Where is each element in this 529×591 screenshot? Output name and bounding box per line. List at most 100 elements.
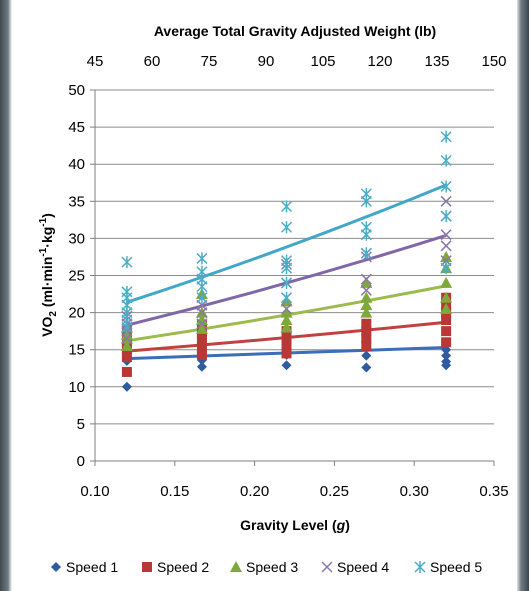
data-point <box>280 303 293 315</box>
data-point <box>121 352 132 363</box>
y-tick-label: 15 <box>68 342 85 359</box>
data-point <box>440 130 452 143</box>
y-tick-label: 0 <box>77 453 85 470</box>
legend: Speed 1 Speed 2 Speed 3 Speed 4 Speed 5 <box>51 559 482 575</box>
data-point <box>281 340 292 351</box>
data-point <box>280 200 293 213</box>
data-point <box>195 322 208 334</box>
y-axis-title-rest: (ml·min <box>39 257 55 311</box>
x-tick-label: 0.20 <box>240 483 269 500</box>
y-tick-label: 45 <box>68 119 85 136</box>
data-point <box>196 252 208 265</box>
legend-label: Speed 3 <box>246 559 298 575</box>
data-point <box>196 265 208 278</box>
top-tick-label: 135 <box>424 53 449 70</box>
data-point <box>440 262 452 275</box>
data-point <box>121 256 133 269</box>
data-point <box>361 350 372 361</box>
data-point <box>360 221 372 234</box>
legend-marker <box>414 561 426 573</box>
y-tick-label: 5 <box>77 416 85 433</box>
data-point <box>120 328 133 340</box>
top-tick-label: 150 <box>481 53 506 70</box>
data-point <box>280 321 293 333</box>
y-axis-title-sup2: -1 <box>38 217 49 226</box>
data-point <box>360 247 372 260</box>
data-point <box>280 254 293 267</box>
data-point <box>360 291 373 303</box>
legend-item-speed-1: Speed 1 <box>51 559 118 575</box>
data-point <box>441 337 452 348</box>
data-point <box>440 291 453 303</box>
series-speed-5-points <box>121 130 452 334</box>
data-point <box>196 342 207 353</box>
x-axis-title-close: ) <box>345 517 350 533</box>
y-axis-title-mid: ·kg <box>39 227 55 248</box>
data-point <box>280 314 293 326</box>
data-point <box>440 250 453 262</box>
data-point <box>361 362 372 373</box>
y-tick-label: 25 <box>68 268 85 285</box>
legend-label: Speed 1 <box>66 559 118 575</box>
y-axis-title-sup1: -1 <box>38 247 49 256</box>
data-point <box>440 195 452 207</box>
gridlines <box>95 89 494 425</box>
y-axis-title-end: ) <box>39 213 55 218</box>
trendline <box>126 183 447 304</box>
y-axis-title: VO2 (ml·min-1·kg-1) <box>38 213 59 337</box>
y-axis-title-sub: 2 <box>48 311 59 317</box>
data-point <box>280 291 293 304</box>
data-point <box>360 187 372 200</box>
data-point <box>440 302 453 314</box>
top-tick-label: 120 <box>367 53 392 70</box>
legend-item-speed-3: Speed 3 <box>230 559 298 575</box>
data-point <box>361 333 372 344</box>
y-tick-label: 40 <box>68 156 85 173</box>
data-point <box>195 314 208 326</box>
data-point <box>440 180 452 193</box>
data-point <box>280 306 293 318</box>
top-tick-label: 90 <box>258 53 275 70</box>
data-point <box>196 335 207 346</box>
x-tick-label: 0.30 <box>400 483 429 500</box>
x-axis-title: Gravity Level (g) <box>240 517 350 533</box>
axes <box>90 89 495 466</box>
data-point <box>361 326 372 337</box>
top-tick-label: 45 <box>87 53 104 70</box>
data-point <box>281 348 292 359</box>
legend-label: Speed 2 <box>157 559 209 575</box>
legend-marker <box>51 562 61 572</box>
data-point <box>440 154 452 167</box>
y-tick-label: 20 <box>68 305 85 322</box>
legend-marker <box>230 561 242 572</box>
data-point <box>361 318 372 329</box>
y-tick-label: 50 <box>68 82 85 99</box>
top-axis-title: Average Total Gravity Adjusted Weight (l… <box>154 23 436 39</box>
data-point <box>441 315 452 326</box>
data-point <box>440 276 453 288</box>
data-point <box>360 284 372 296</box>
x-tick-label: 0.25 <box>320 483 349 500</box>
top-tick-label: 105 <box>310 53 335 70</box>
data-point <box>120 339 133 351</box>
legend-label: Speed 4 <box>337 559 389 575</box>
y-tick-label: 35 <box>68 193 85 210</box>
top-tick-label: 75 <box>201 53 218 70</box>
x-axis-title-var: g <box>336 517 346 533</box>
legend-marker <box>142 562 152 572</box>
legend-item-speed-4: Speed 4 <box>321 559 389 575</box>
chart-panel <box>12 0 517 591</box>
data-point <box>196 349 207 360</box>
data-point <box>281 360 292 371</box>
data-points <box>120 130 453 392</box>
x-axis-title-text: Gravity Level ( <box>240 517 337 533</box>
data-point <box>441 326 452 337</box>
data-point <box>360 306 373 318</box>
legend-label: Speed 5 <box>430 559 482 575</box>
data-point <box>281 332 292 343</box>
data-point <box>121 381 132 392</box>
y-tick-label: 10 <box>68 379 85 396</box>
data-point <box>196 361 207 372</box>
